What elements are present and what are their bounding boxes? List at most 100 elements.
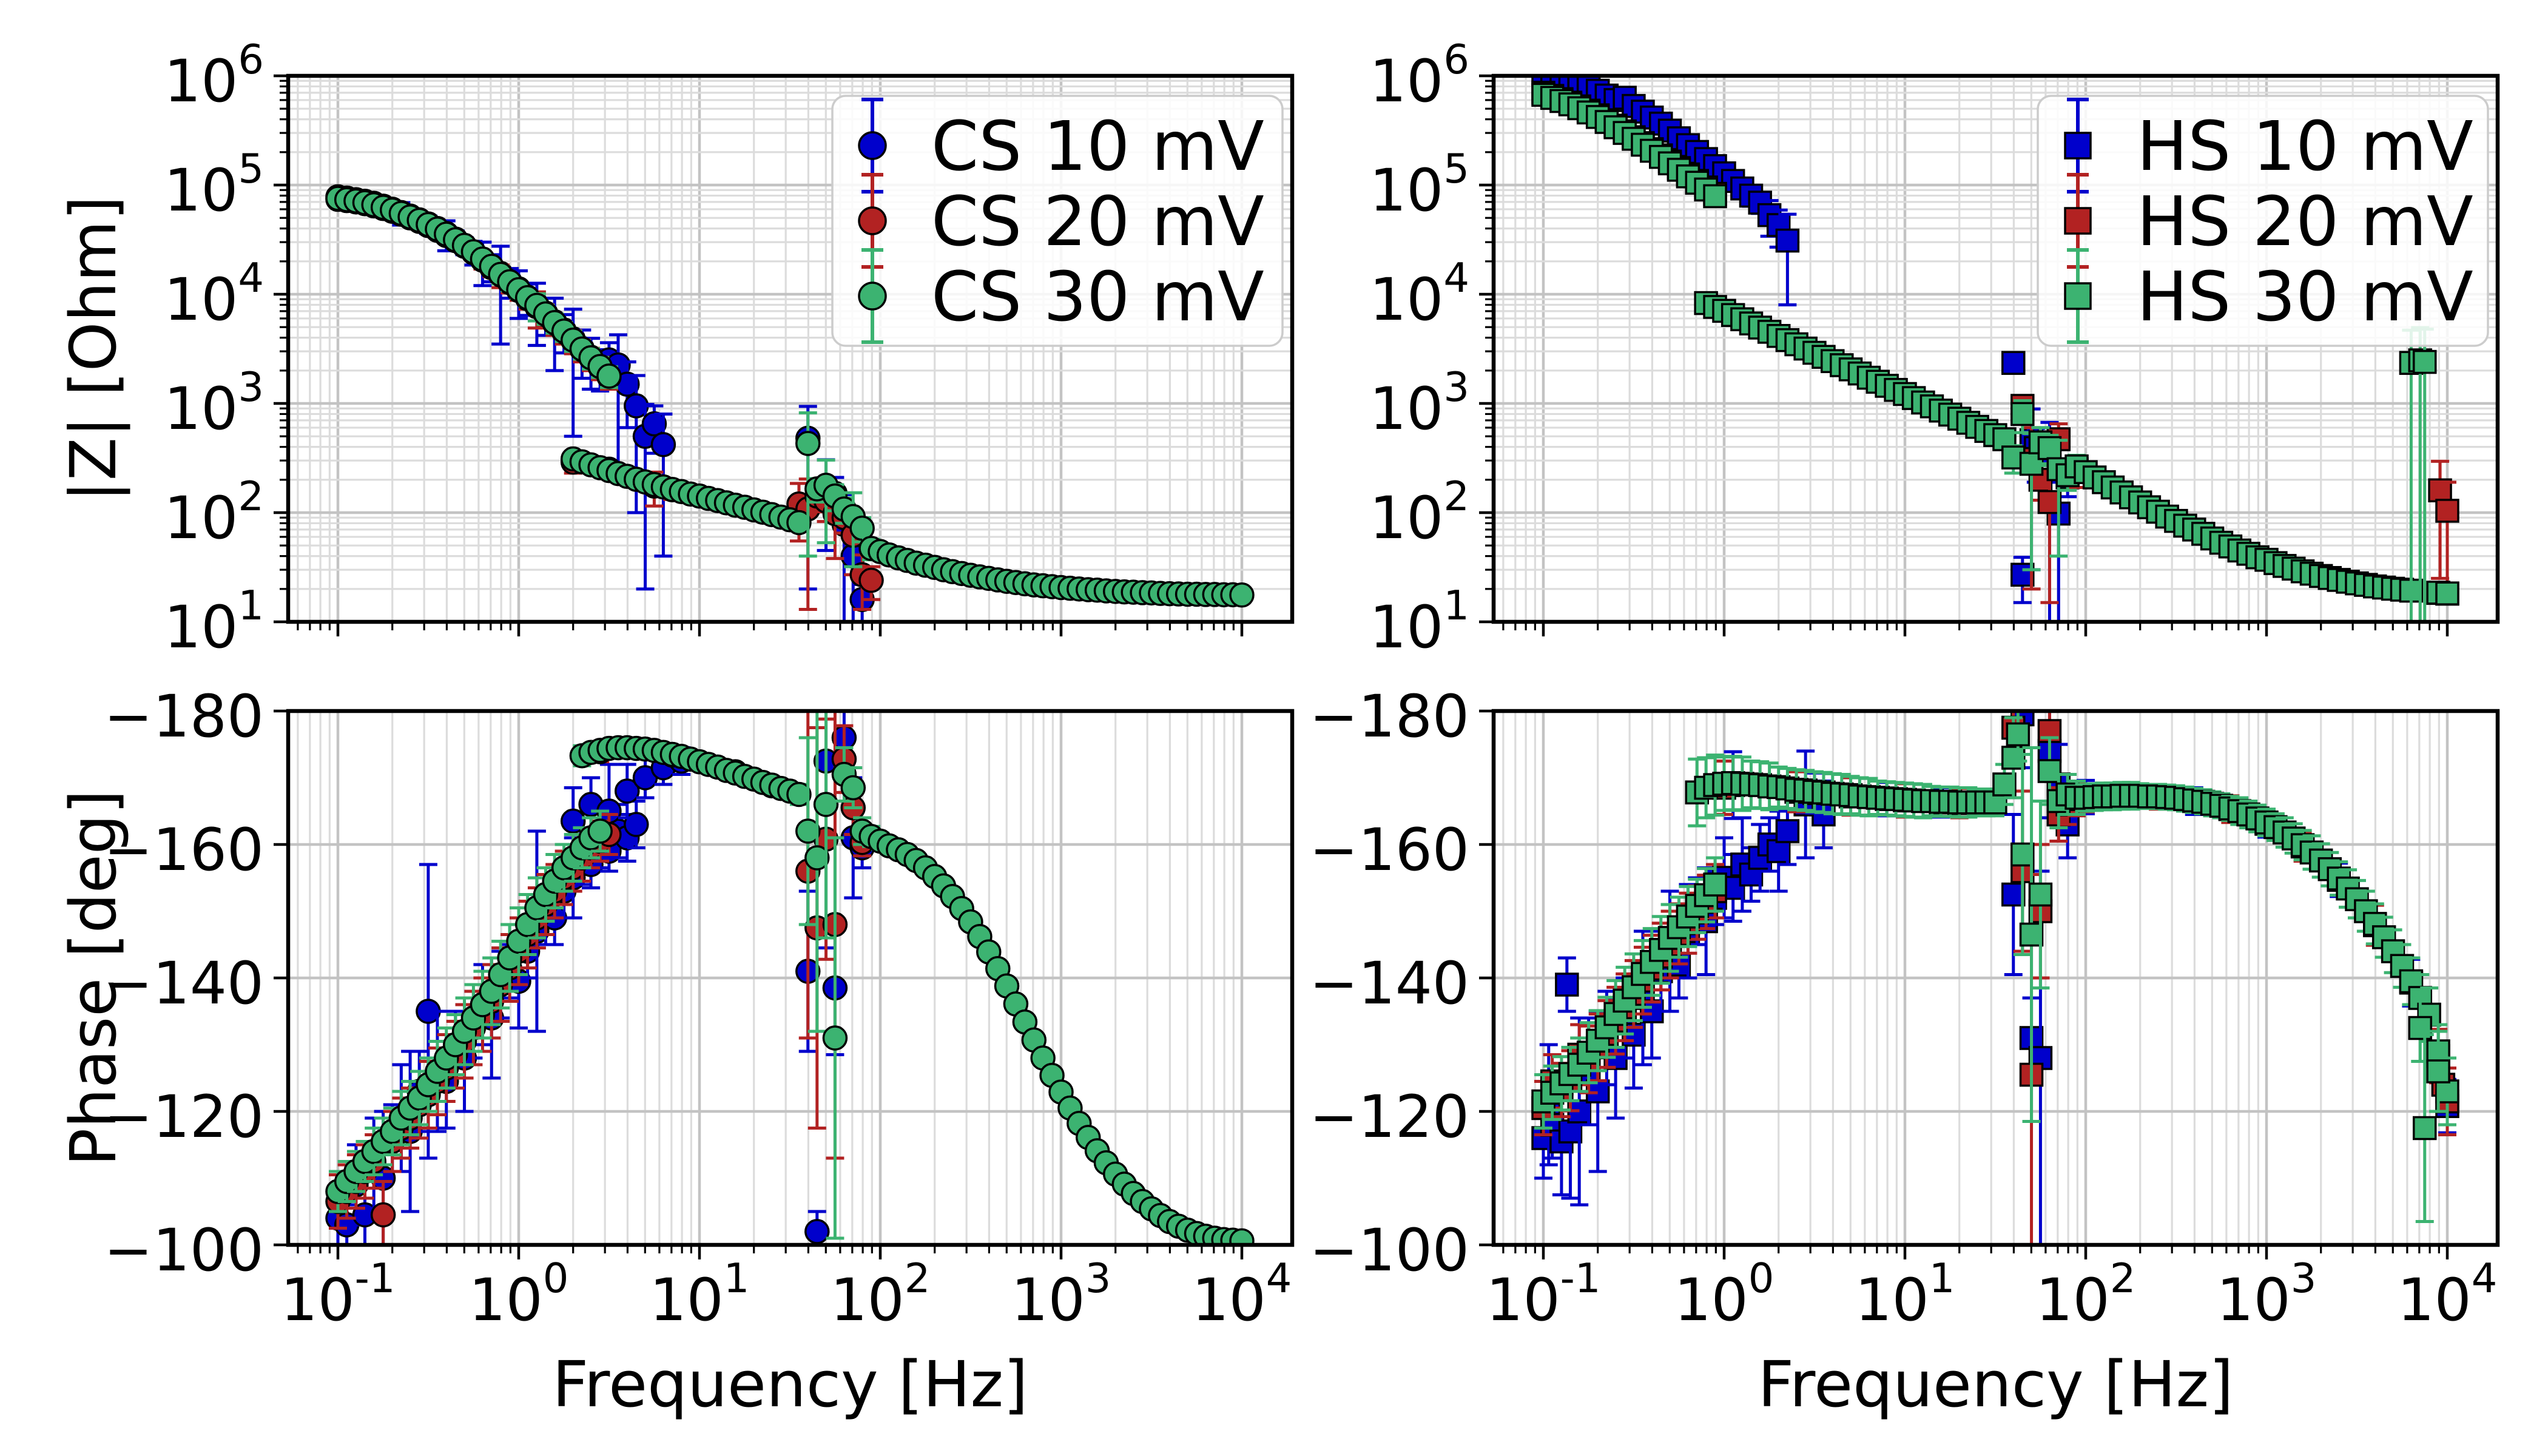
axis-ticks xyxy=(274,74,1244,636)
data-point xyxy=(804,845,830,871)
hs30-marker-icon xyxy=(2064,282,2092,310)
tick-label: −120 xyxy=(1309,1083,1469,1151)
tick-label: 101 xyxy=(1369,582,1469,661)
axis-ticks xyxy=(1479,74,2449,636)
tick-label: −160 xyxy=(1309,816,1469,884)
tick-label: −100 xyxy=(1309,1216,1469,1284)
axis-ticks xyxy=(1479,709,2449,1259)
data-point xyxy=(1775,819,1800,843)
series-cs30 xyxy=(325,186,1255,608)
hs20-marker-icon xyxy=(2064,207,2092,235)
tick-label: 104 xyxy=(164,254,264,334)
cs10-marker-icon xyxy=(858,131,887,160)
data-point xyxy=(1555,972,1579,997)
data-point xyxy=(858,567,884,593)
tick-label: 103 xyxy=(1011,1255,1111,1334)
hs10-marker-icon xyxy=(2064,132,2092,160)
legend-label: CS 20 mV xyxy=(931,183,1264,261)
data-point xyxy=(2001,746,2026,770)
tick-label: 105 xyxy=(164,145,264,224)
data-point xyxy=(2037,759,2062,783)
tick-label: 106 xyxy=(1369,36,1469,115)
cs20-marker-icon xyxy=(858,206,887,235)
data-series xyxy=(1531,76,2459,622)
tick-label: −120 xyxy=(104,1083,264,1151)
data-point xyxy=(786,781,812,807)
tick-label: 101 xyxy=(650,1255,750,1334)
axis-ticks xyxy=(274,709,1244,1259)
data-point xyxy=(2010,842,2035,867)
series-hs30p xyxy=(1531,711,2459,1223)
data-point xyxy=(1229,1228,1255,1245)
legend-entry-hs20: HS 20 mV xyxy=(2064,173,2473,269)
axes-spines xyxy=(286,73,1295,624)
legend-label: CS 10 mV xyxy=(931,107,1264,186)
legend-label: HS 30 mV xyxy=(2137,258,2473,337)
data-point xyxy=(2413,1116,2437,1141)
tick-label: −140 xyxy=(104,949,264,1017)
data-point xyxy=(2435,499,2459,523)
tick-label: −180 xyxy=(1309,682,1469,750)
legend-entry-cs20: CS 20 mV xyxy=(858,173,1264,269)
data-point xyxy=(822,1025,848,1051)
data-point xyxy=(2037,490,2062,514)
data-point xyxy=(650,432,676,457)
tick-label: 106 xyxy=(164,36,264,115)
data-point xyxy=(1703,872,1727,897)
legend-label: HS 20 mV xyxy=(2137,183,2473,261)
tick-labels: 106 105 104 103 102 101 xyxy=(1369,36,1469,661)
data-point xyxy=(1992,772,2017,797)
tick-label: 102 xyxy=(2036,1255,2136,1334)
data-point xyxy=(840,775,866,801)
series-cs20p xyxy=(325,711,875,1245)
tick-label: 101 xyxy=(164,582,264,661)
data-point xyxy=(2019,922,2044,947)
tick-label: 104 xyxy=(1192,1255,1292,1334)
x-axis-label: Frequency [Hz] xyxy=(1758,1347,2233,1421)
legend-entry-cs10: CS 10 mV xyxy=(858,98,1264,194)
tick-label: −100 xyxy=(104,1216,264,1284)
data-series xyxy=(325,184,1255,622)
tick-labels: 106 105 104 103 102 101 xyxy=(164,36,264,661)
axes-spines xyxy=(1491,73,2500,624)
data-point xyxy=(1703,184,1727,209)
data-point xyxy=(795,818,821,844)
tick-label: 103 xyxy=(2217,1255,2317,1334)
data-point xyxy=(370,1202,396,1228)
data-point xyxy=(2001,351,2026,375)
tick-label: 104 xyxy=(2398,1255,2498,1334)
data-point xyxy=(2435,581,2459,605)
data-point xyxy=(1229,582,1255,608)
tick-label: −180 xyxy=(104,682,264,750)
series-cs10p xyxy=(325,711,875,1245)
legend-label: HS 10 mV xyxy=(2137,107,2473,186)
tick-label: −140 xyxy=(1309,949,1469,1017)
data-point xyxy=(1775,228,1800,253)
cs30-marker-icon xyxy=(858,281,887,311)
tick-label: 104 xyxy=(1369,254,1469,334)
gridlines xyxy=(288,76,1292,622)
tick-label: 100 xyxy=(1674,1255,1774,1334)
data-point xyxy=(813,792,839,817)
data-point xyxy=(641,411,667,437)
legend-entry-cs30: CS 30 mV xyxy=(858,248,1264,344)
data-point xyxy=(2010,562,2035,587)
data-point xyxy=(1766,213,1791,237)
gridlines xyxy=(288,711,1292,1245)
data-point xyxy=(2006,722,2031,747)
data-series xyxy=(325,711,1255,1245)
y-axis-label: |Z| [Ohm] xyxy=(56,196,130,502)
x-axis-label: Frequency [Hz] xyxy=(552,1347,1028,1421)
tick-label: 102 xyxy=(1369,473,1469,552)
tick-label: 10-1 xyxy=(1486,1255,1601,1334)
data-point xyxy=(2426,1059,2450,1084)
y-axis-label: Phase [deg] xyxy=(56,790,130,1167)
